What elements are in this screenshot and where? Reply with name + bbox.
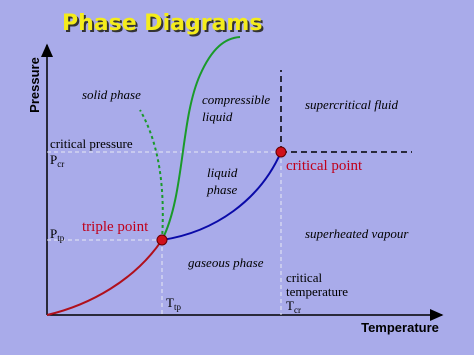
symbol: T [286,298,294,313]
melting-curve [161,36,241,241]
supercritical-boundary [280,70,412,153]
title-shadow: Phase Diagrams [64,13,264,38]
marker-label: critical pressure [50,136,133,151]
point-label: critical point [286,158,363,174]
subscript: tp [174,302,182,312]
guides [47,151,282,315]
marker-label: Tcr [286,298,301,315]
region-label: supercritical fluid [305,97,399,112]
marker-label: temperature [286,284,348,299]
region-label: liquid [202,109,233,124]
title: Phase Diagrams [62,11,262,36]
subscript: cr [294,305,301,315]
marker-label: Pcr [50,152,64,169]
symbol: P [50,226,57,241]
region-label: solid phase [82,87,141,102]
symbol: P [50,152,57,167]
sublimation-curve [46,239,163,316]
marker-label: critical [286,270,322,285]
point-label: triple point [82,219,149,235]
region-label: superheated vapour [305,226,409,241]
vaporization-curve [161,151,282,241]
critical-point [275,146,287,158]
region-label: phase [206,182,238,197]
triple-point [156,234,168,246]
subscript: cr [57,159,64,169]
marker-label: Ttp [166,295,181,312]
region-label: compressible [202,92,270,107]
y-axis-label: Pressure [27,57,42,113]
x-axis-label: Temperature [361,320,439,335]
metastable-curve [139,109,164,241]
subscript: tp [57,233,65,243]
region-label: liquid [207,165,238,180]
marker-label: Ptp [50,226,65,243]
symbol: T [166,295,174,310]
region-label: gaseous phase [188,255,264,270]
